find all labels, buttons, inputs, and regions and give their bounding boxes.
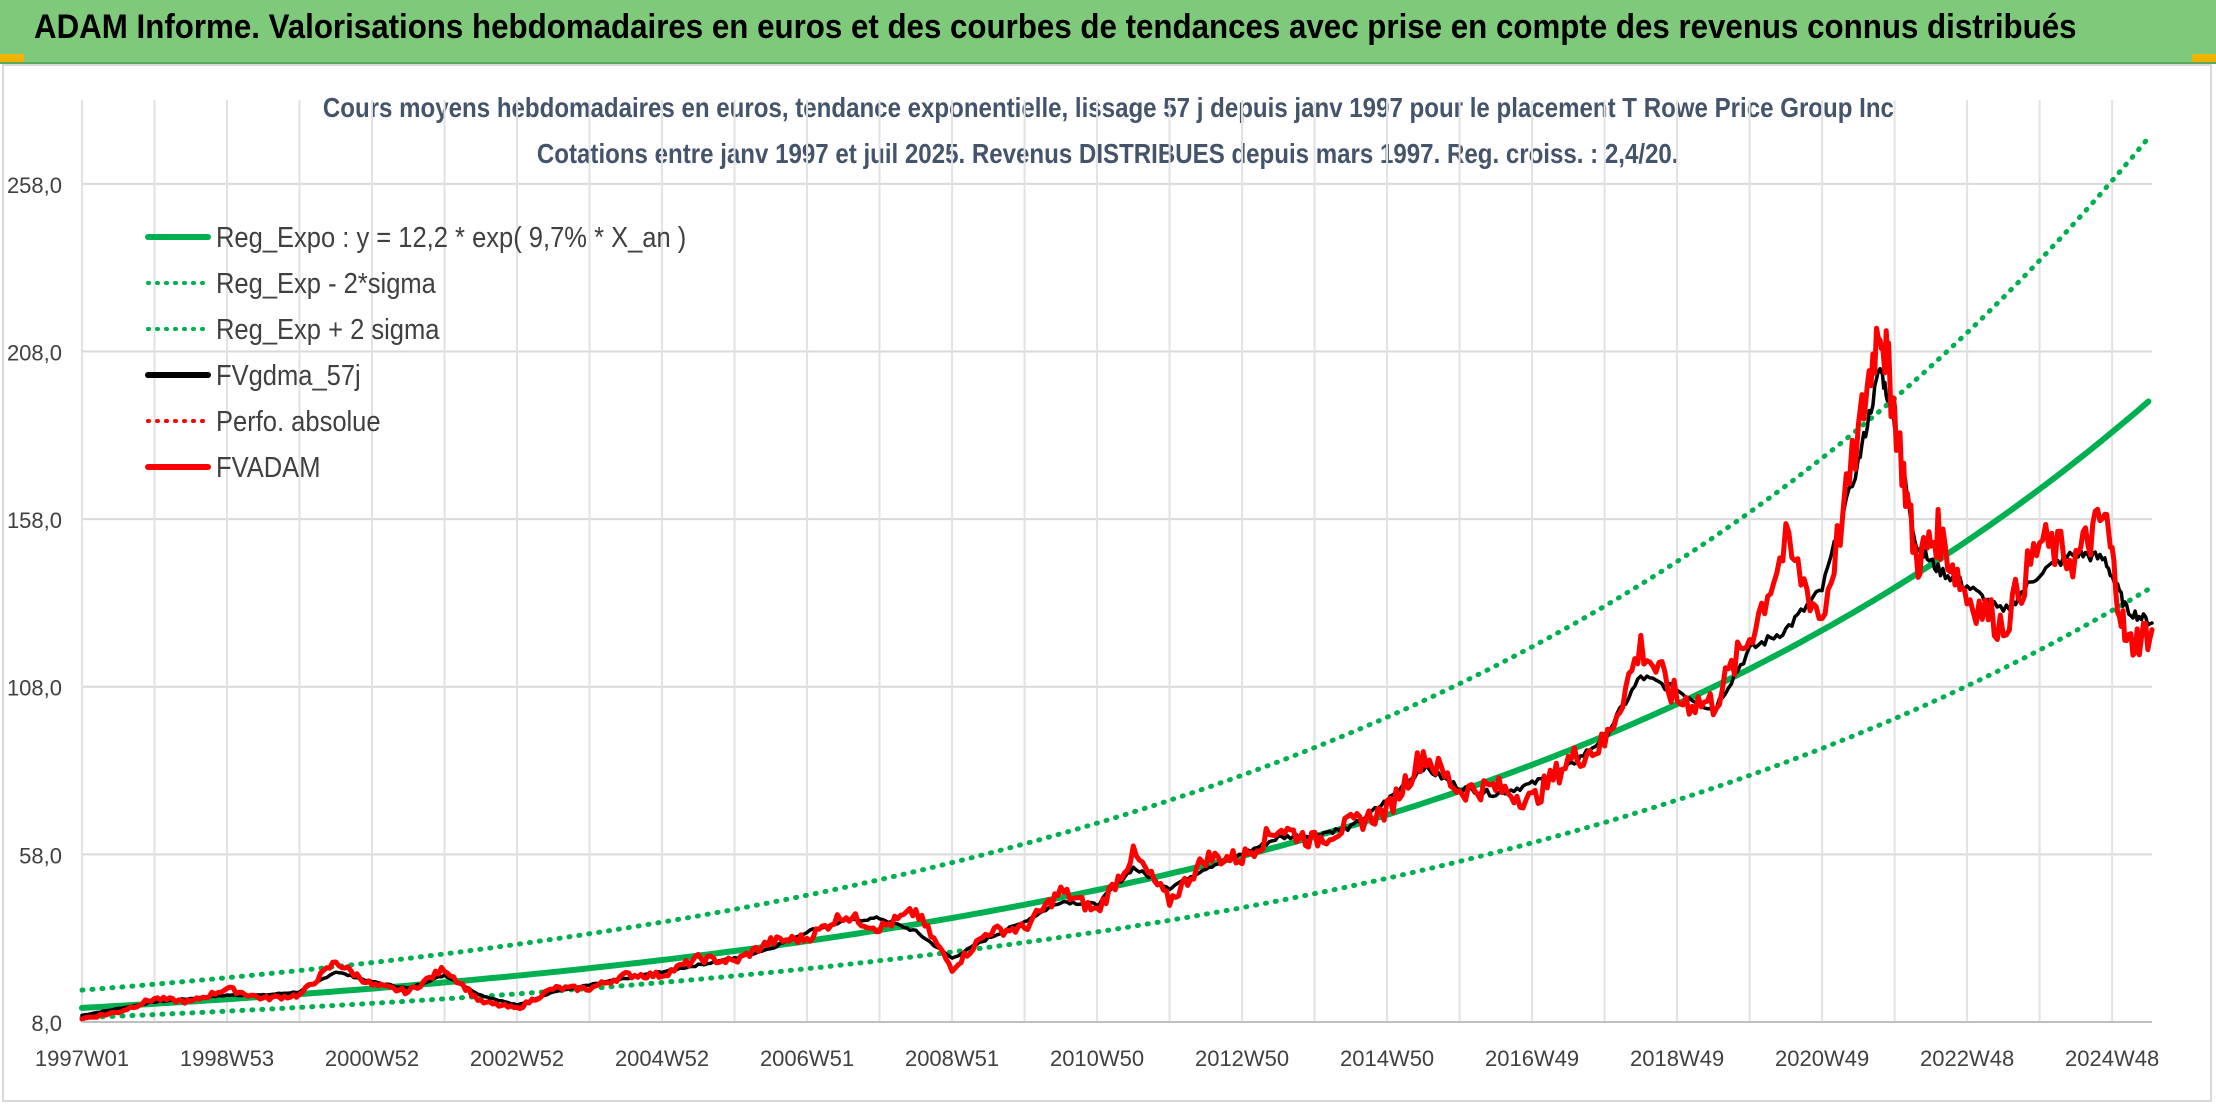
y-tick-label: 8,0 (31, 1011, 62, 1036)
y-tick-label: 58,0 (19, 843, 62, 868)
legend-swatch (146, 419, 210, 423)
y-tick-label: 208,0 (7, 340, 62, 365)
y-tick-label: 258,0 (7, 173, 62, 198)
corner-accent-right (2192, 54, 2216, 62)
x-tick-label: 2004W52 (615, 1046, 709, 1071)
series-line-fvgdma-57j (80, 366, 2154, 1018)
axes: 8,0 58,0 108,0 158,0 208,0 258,0 1997W01 1998W5… (7, 173, 2159, 1071)
x-tick-label: 1997W01 (35, 1046, 129, 1071)
legend-swatch (145, 234, 211, 240)
report-banner: ADAM Informe. Valorisations hebdomadaire… (0, 0, 2216, 64)
x-tick-label: 2002W52 (470, 1046, 564, 1071)
chart-frame (2, 64, 2212, 1102)
series-line-fvadam (79, 325, 2155, 1022)
corner-accent-left (0, 54, 24, 62)
chart-subtitle: Cotations entre janv 1997 et juil 2025. … (537, 138, 1679, 169)
legend-label: FVADAM (216, 452, 321, 484)
x-tick-label: 2012W50 (1195, 1046, 1289, 1071)
series-line-reg-exp-2-sigma (79, 135, 2151, 993)
legend-swatch (145, 464, 211, 470)
legend-label: Reg_Expo : y = 12,2 * exp( 9,7% * X_an ) (216, 222, 687, 254)
legend-swatch (145, 372, 211, 378)
x-tick-label: 2014W50 (1340, 1046, 1434, 1071)
x-tick-label: 2010W50 (1050, 1046, 1144, 1071)
legend-label: Perfo. absolue (216, 406, 381, 438)
y-tick-label: 158,0 (7, 508, 62, 533)
x-tick-label: 2006W51 (760, 1046, 854, 1071)
legend-label: Reg_Exp - 2*sigma (216, 268, 436, 300)
y-tick-label: 108,0 (7, 676, 62, 701)
chart-title: Cours moyens hebdomadaires en euros, ten… (322, 92, 1894, 123)
banner-title: ADAM Informe. Valorisations hebdomadaire… (34, 8, 2077, 46)
series-line-reg-expo-y-12-2-exp-9-7-x-an (79, 398, 2152, 1011)
x-tick-label: 2024W48 (2065, 1046, 2159, 1071)
legend-label: Reg_Exp + 2 sigma (216, 314, 440, 346)
x-tick-label: 2016W49 (1485, 1046, 1579, 1071)
x-tick-label: 2008W51 (905, 1046, 999, 1071)
x-tick-label: 2018W49 (1630, 1046, 1724, 1071)
legend-label: FVgdma_57j (216, 360, 361, 392)
gridlines (81, 100, 2152, 1023)
x-tick-label: 1998W53 (180, 1046, 274, 1071)
series-layer (79, 135, 2155, 1022)
legend-swatch (146, 281, 210, 285)
x-tick-label: 2022W48 (1920, 1046, 2014, 1071)
series-line-reg-exp-2-sigma (79, 586, 2151, 1021)
x-tick-label: 2000W52 (325, 1046, 419, 1071)
x-tick-label: 2020W49 (1775, 1046, 1869, 1071)
legend-swatch (146, 327, 210, 331)
